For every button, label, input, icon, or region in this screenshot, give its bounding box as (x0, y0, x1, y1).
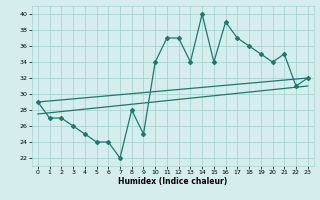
X-axis label: Humidex (Indice chaleur): Humidex (Indice chaleur) (118, 177, 228, 186)
